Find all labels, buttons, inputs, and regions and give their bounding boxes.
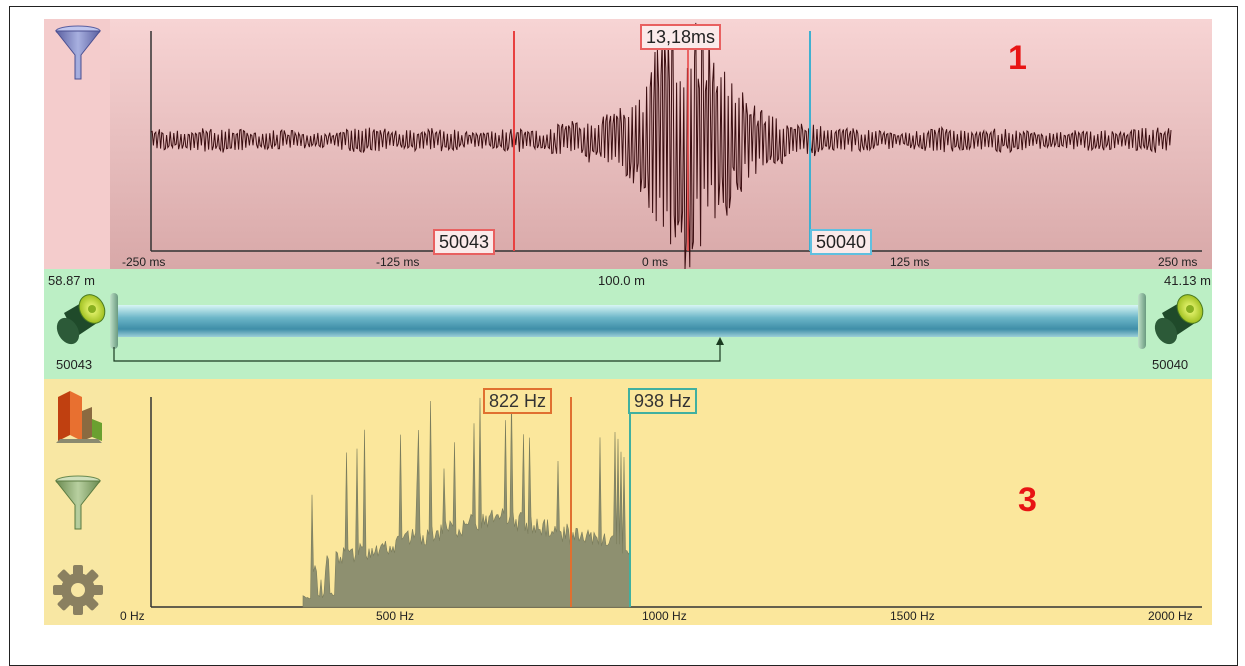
low-cutoff-label: 822 Hz	[483, 388, 553, 414]
panel-number: 1	[1008, 39, 1027, 77]
x-tick: 2000 Hz	[1148, 609, 1193, 623]
sensor-left-icon[interactable]	[54, 291, 110, 351]
waveform-trace	[150, 22, 1172, 270]
left-cursor-label: 50043	[433, 229, 496, 255]
correlation-waveform	[150, 22, 1202, 270]
x-tick: 0 Hz	[120, 609, 145, 623]
x-tick: 125 ms	[890, 255, 930, 269]
x-tick: 0 ms	[642, 255, 669, 269]
filter-icon[interactable]	[53, 475, 103, 531]
left-distance: 58.87 m	[48, 273, 95, 288]
correlation-plot[interactable]: 13,18ms 50043 50040 1 -250 ms -125 ms 0 …	[110, 19, 1212, 270]
x-tick: 1500 Hz	[890, 609, 935, 623]
leak-position-marker	[113, 343, 721, 362]
x-tick: 1000 Hz	[642, 609, 687, 623]
pipe-graphic	[110, 293, 1146, 362]
filter-icon[interactable]	[53, 25, 103, 81]
gear-icon[interactable]	[53, 563, 103, 617]
left-sensor-id: 50043	[56, 357, 93, 372]
pipe-panel: 58.87 m 100.0 m 41.13 m 50043 50040 2	[44, 269, 1212, 379]
frequency-spectrum	[150, 397, 1202, 608]
right-sensor-id: 50040	[1152, 357, 1189, 372]
x-tick: 500 Hz	[376, 609, 415, 623]
x-tick: -125 ms	[376, 255, 420, 269]
peak-time-label: 13,18ms	[640, 24, 722, 50]
high-cutoff-label: 938 Hz	[628, 388, 698, 414]
spectrum-fill	[302, 397, 631, 608]
panel1-sidebar	[44, 19, 110, 269]
x-tick: 250 ms	[1158, 255, 1198, 269]
right-cursor-label: 50040	[810, 229, 873, 255]
sensor-right-icon[interactable]	[1152, 291, 1208, 351]
bar-chart-icon[interactable]	[52, 389, 104, 445]
right-distance: 41.13 m	[1164, 273, 1211, 288]
x-tick: -250 ms	[122, 255, 166, 269]
center-distance: 100.0 m	[598, 273, 645, 288]
panel3-sidebar	[44, 379, 110, 625]
panel-number: 3	[1018, 481, 1037, 519]
spectrum-plot[interactable]: 822 Hz 938 Hz 3 0 Hz 500 Hz 1000 Hz 1500…	[110, 379, 1212, 625]
